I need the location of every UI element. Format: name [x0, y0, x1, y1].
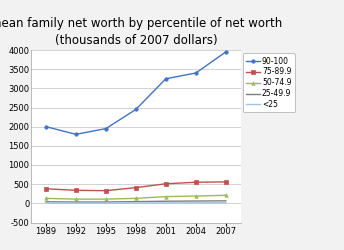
75-89.9: [134, 186, 138, 189]
50-74.9: [74, 198, 78, 200]
90-100: [104, 127, 108, 130]
90-100: [74, 133, 78, 136]
<25: [224, 201, 228, 204]
50-74.9: [164, 195, 168, 198]
<25: [134, 202, 138, 204]
25-49.9: [74, 200, 78, 203]
75-89.9: [44, 187, 48, 190]
75-89.9: [74, 189, 78, 192]
90-100: [224, 50, 228, 53]
Line: 50-74.9: 50-74.9: [44, 194, 227, 201]
90-100: [164, 77, 168, 80]
<25: [74, 202, 78, 205]
Line: 90-100: 90-100: [44, 50, 227, 136]
Line: 75-89.9: 75-89.9: [44, 180, 227, 192]
<25: [104, 202, 108, 205]
50-74.9: [224, 194, 228, 197]
50-74.9: [44, 197, 48, 200]
75-89.9: [194, 181, 198, 184]
90-100: [194, 72, 198, 74]
75-89.9: [224, 180, 228, 183]
25-49.9: [104, 200, 108, 203]
25-49.9: [134, 200, 138, 203]
Line: 25-49.9: 25-49.9: [46, 201, 226, 202]
90-100: [134, 108, 138, 111]
90-100: [44, 125, 48, 128]
50-74.9: [104, 198, 108, 200]
25-49.9: [194, 200, 198, 202]
Title: mean family net worth by percentile of net worth
(thousands of 2007 dollars): mean family net worth by percentile of n…: [0, 18, 282, 48]
<25: [164, 202, 168, 204]
<25: [194, 201, 198, 204]
50-74.9: [134, 197, 138, 200]
Legend: 90-100, 75-89.9, 50-74.9, 25-49.9, <25: 90-100, 75-89.9, 50-74.9, 25-49.9, <25: [243, 54, 294, 112]
<25: [44, 202, 48, 204]
25-49.9: [44, 200, 48, 203]
50-74.9: [194, 194, 198, 198]
75-89.9: [164, 182, 168, 185]
25-49.9: [224, 199, 228, 202]
25-49.9: [164, 200, 168, 203]
75-89.9: [104, 189, 108, 192]
